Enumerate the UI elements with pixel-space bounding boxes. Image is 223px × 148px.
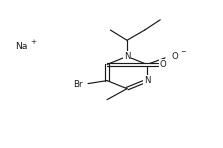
Text: +: + [30, 39, 37, 45]
Text: N: N [144, 76, 150, 85]
Text: −: − [180, 49, 186, 55]
Text: O: O [159, 60, 166, 69]
Text: Br: Br [74, 80, 83, 89]
Text: O: O [172, 52, 179, 61]
Text: Na: Na [15, 42, 28, 51]
Text: N: N [124, 52, 130, 61]
